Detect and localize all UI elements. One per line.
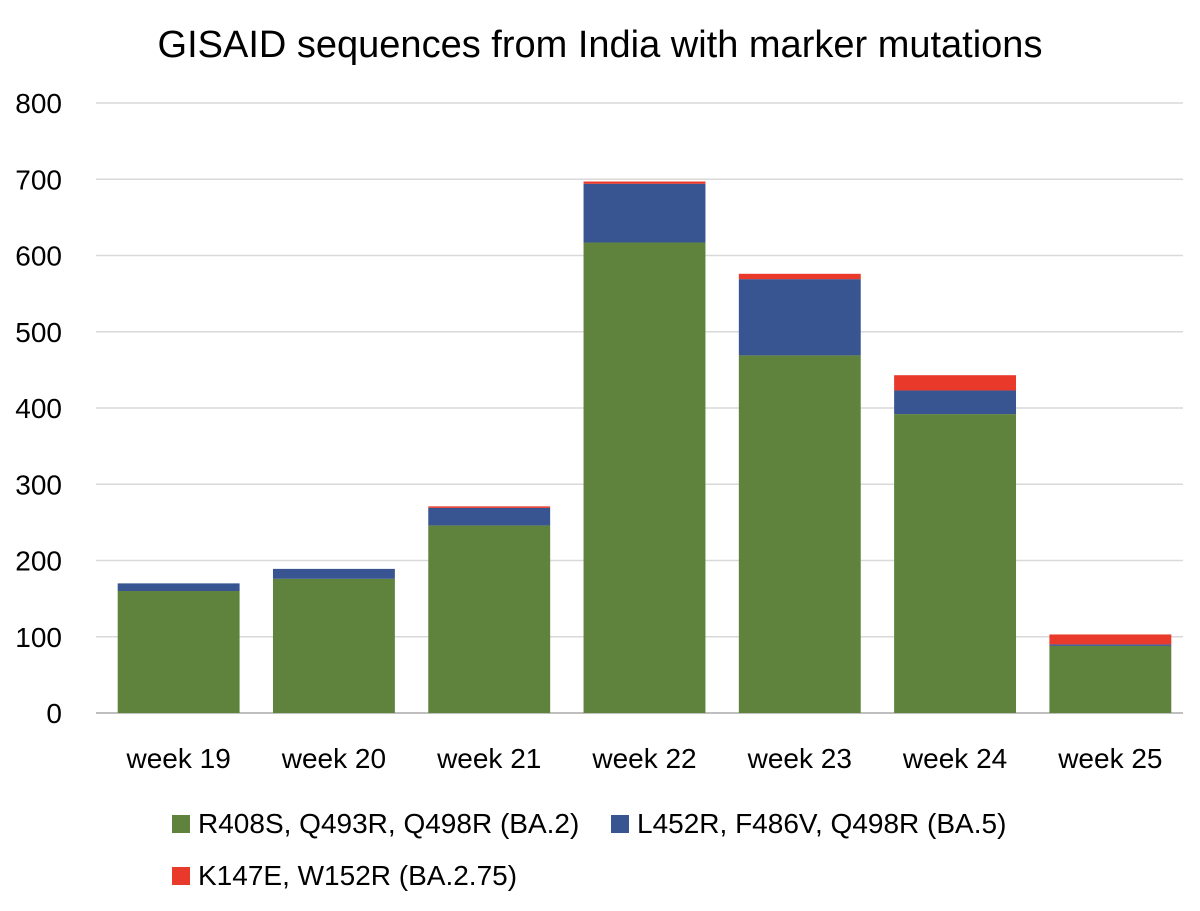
x-axis-ticks: week 19 week 20 week 21 week 22 week 23 week … bbox=[125, 743, 1162, 774]
bar-segment bbox=[894, 390, 1017, 415]
bar-segment bbox=[894, 414, 1017, 713]
bar-segment bbox=[272, 578, 395, 713]
y-tick-label: 800 bbox=[15, 88, 62, 119]
x-tick-label: week 24 bbox=[902, 743, 1007, 774]
legend-swatch bbox=[172, 815, 190, 833]
y-axis-ticks: 0 100 200 300 400 500 600 700 800 bbox=[15, 88, 62, 729]
bar-segment bbox=[583, 183, 706, 243]
x-tick-label: week 22 bbox=[591, 743, 696, 774]
bars bbox=[117, 181, 1172, 713]
bar-segment bbox=[272, 568, 395, 579]
bar-segment bbox=[738, 355, 861, 713]
legend-label: R408S, Q493R, Q498R (BA.2) bbox=[198, 808, 580, 839]
x-tick-label: week 25 bbox=[1057, 743, 1162, 774]
x-tick-label: week 19 bbox=[125, 743, 230, 774]
legend-label: L452R, F486V, Q498R (BA.5) bbox=[637, 808, 1007, 839]
bar-segment bbox=[583, 181, 706, 184]
bar-segment bbox=[1049, 644, 1172, 646]
bar-segment bbox=[117, 583, 240, 591]
bar-segment bbox=[738, 279, 861, 356]
bar-segment bbox=[738, 273, 861, 280]
bar-segment bbox=[428, 506, 551, 508]
y-tick-label: 100 bbox=[15, 622, 62, 653]
bar-segment bbox=[117, 591, 240, 713]
bar-segment bbox=[583, 242, 706, 713]
bar-segment bbox=[428, 525, 551, 713]
y-tick-label: 0 bbox=[46, 698, 62, 729]
legend-item: R408S, Q493R, Q498R (BA.2) bbox=[172, 808, 579, 840]
chart-title: GISAID sequences from India with marker … bbox=[157, 24, 1043, 66]
bar-segment bbox=[1049, 645, 1172, 713]
y-tick-label: 600 bbox=[15, 241, 62, 272]
y-tick-label: 700 bbox=[15, 164, 62, 195]
x-tick-label: week 21 bbox=[436, 743, 541, 774]
legend-swatch bbox=[172, 867, 190, 885]
legend-swatch bbox=[611, 815, 629, 833]
bar-segment bbox=[894, 375, 1017, 391]
x-tick-label: week 20 bbox=[281, 743, 386, 774]
y-tick-label: 400 bbox=[15, 393, 62, 424]
y-tick-label: 500 bbox=[15, 317, 62, 348]
legend-label: K147E, W152R (BA.2.75) bbox=[198, 860, 518, 891]
bar-segment bbox=[428, 507, 551, 526]
x-tick-label: week 23 bbox=[747, 743, 852, 774]
bar-segment bbox=[1049, 634, 1172, 645]
y-tick-label: 200 bbox=[15, 546, 62, 577]
legend-item: L452R, F486V, Q498R (BA.5) bbox=[611, 808, 1006, 840]
y-tick-label: 300 bbox=[15, 469, 62, 500]
legend-item: K147E, W152R (BA.2.75) bbox=[172, 860, 517, 892]
